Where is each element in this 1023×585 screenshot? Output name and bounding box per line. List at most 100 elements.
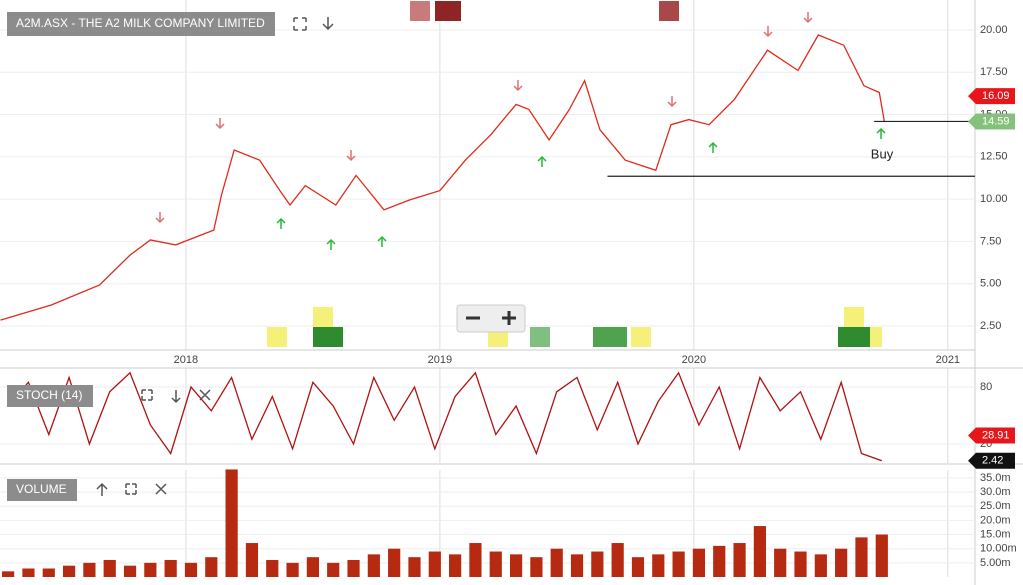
volume-bar bbox=[22, 568, 35, 577]
volume-bar bbox=[652, 554, 665, 577]
price-tag-label: 2.42 bbox=[982, 455, 1003, 467]
event-marker bbox=[313, 307, 333, 327]
x-tick-label: 2021 bbox=[936, 354, 960, 366]
y-tick-label: 17.50 bbox=[980, 66, 1008, 78]
buy-arrow bbox=[876, 127, 886, 139]
zoom-in[interactable] bbox=[502, 311, 516, 325]
line-series bbox=[7, 371, 883, 462]
panel-header bbox=[7, 479, 77, 501]
zoom-controls bbox=[456, 304, 526, 333]
volume-bar bbox=[62, 565, 76, 577]
sell-arrow bbox=[215, 118, 225, 130]
buy-arrow bbox=[276, 217, 286, 229]
event-marker bbox=[267, 327, 287, 347]
y-tick-label: 10.00 bbox=[980, 193, 1008, 205]
volume-bar bbox=[570, 554, 584, 577]
panel-title: VOLUME bbox=[16, 482, 67, 496]
volume-bar bbox=[286, 562, 299, 577]
panel-icons[interactable] bbox=[293, 17, 334, 31]
volume-bar bbox=[875, 534, 888, 577]
event-marker bbox=[659, 1, 679, 21]
y-tick-label: 5.00m bbox=[980, 557, 1011, 569]
price-tag bbox=[968, 88, 1015, 105]
volume-bar bbox=[835, 548, 848, 577]
volume-bar bbox=[530, 557, 543, 577]
event-markers bbox=[267, 1, 882, 347]
volume-bar bbox=[855, 537, 868, 577]
x-tick-label: 2020 bbox=[682, 354, 706, 366]
sell-arrow bbox=[667, 96, 677, 108]
volume-bar bbox=[794, 551, 807, 577]
volume-bar bbox=[733, 543, 746, 577]
y-tick-label: 5.00 bbox=[980, 278, 1001, 290]
signal-arrows bbox=[155, 12, 886, 250]
volume-bar bbox=[672, 551, 685, 577]
buy-arrow bbox=[377, 235, 387, 247]
price-tag-label: 16.09 bbox=[982, 90, 1010, 102]
chart-title: A2M.ASX - THE A2 MILK COMPANY LIMITED bbox=[16, 16, 265, 30]
y-tick-label: 10.00m bbox=[980, 543, 1017, 555]
volume-bar bbox=[469, 543, 482, 577]
event-marker bbox=[530, 327, 550, 347]
volume-bar bbox=[144, 562, 157, 577]
x-tick-label: 2019 bbox=[428, 354, 452, 366]
volume-bar bbox=[42, 568, 55, 577]
buy-arrow bbox=[537, 155, 547, 167]
volume-bar bbox=[611, 543, 624, 577]
volume-bar bbox=[184, 562, 198, 577]
volume-bar bbox=[814, 554, 827, 577]
volume-bar bbox=[2, 571, 15, 577]
annotation: Buy bbox=[871, 146, 894, 161]
sell-arrow bbox=[155, 212, 165, 224]
volume-bar bbox=[631, 557, 645, 577]
volume-bar bbox=[753, 526, 766, 577]
volume-bar bbox=[713, 545, 726, 577]
y-tick-label: 30.0m bbox=[980, 486, 1011, 498]
volume-bar bbox=[408, 557, 421, 577]
buy-arrow bbox=[708, 141, 718, 153]
y-tick-label: 15.0m bbox=[980, 528, 1011, 540]
volume-bar bbox=[245, 543, 259, 577]
event-marker bbox=[410, 1, 430, 21]
volume-bar bbox=[225, 469, 238, 577]
volume-bar bbox=[164, 560, 177, 577]
volume-bar bbox=[774, 548, 787, 577]
sell-arrow bbox=[346, 150, 356, 162]
volume-bar bbox=[388, 548, 401, 577]
panel-icons[interactable] bbox=[141, 389, 211, 404]
volume-bar bbox=[692, 548, 706, 577]
price-tag bbox=[968, 452, 1015, 469]
panel-header bbox=[7, 385, 93, 407]
volume-bar bbox=[306, 557, 319, 577]
volume-bar bbox=[205, 557, 218, 577]
price-tag bbox=[968, 113, 1015, 130]
price-tag-label: 14.59 bbox=[982, 115, 1010, 127]
volume-bar bbox=[449, 554, 462, 577]
volume-bar bbox=[347, 560, 360, 577]
volume-bar bbox=[489, 551, 502, 577]
panel-title: STOCH (14) bbox=[16, 388, 82, 402]
volume-bar bbox=[266, 560, 279, 577]
volume-bar bbox=[509, 554, 523, 577]
volume-bar bbox=[428, 551, 441, 577]
y-tick-label: 7.50 bbox=[980, 235, 1001, 247]
y-tick-label: 35.0m bbox=[980, 472, 1011, 484]
sell-arrow bbox=[513, 80, 523, 92]
volume-bar bbox=[103, 560, 116, 577]
volume-bar bbox=[83, 562, 96, 577]
volume-bar bbox=[367, 554, 380, 577]
panel-icons[interactable] bbox=[96, 482, 167, 496]
volume-bar bbox=[123, 565, 137, 577]
event-marker bbox=[435, 1, 461, 21]
price-tag bbox=[968, 427, 1015, 444]
price-tag-label: 28.91 bbox=[982, 429, 1010, 441]
title-box bbox=[7, 12, 275, 36]
x-tick-label: 2018 bbox=[174, 354, 198, 366]
event-marker bbox=[631, 327, 651, 347]
event-marker bbox=[313, 327, 343, 347]
y-tick-label: 20.0m bbox=[980, 514, 1011, 526]
y-tick-label: 2.50 bbox=[980, 320, 1001, 332]
